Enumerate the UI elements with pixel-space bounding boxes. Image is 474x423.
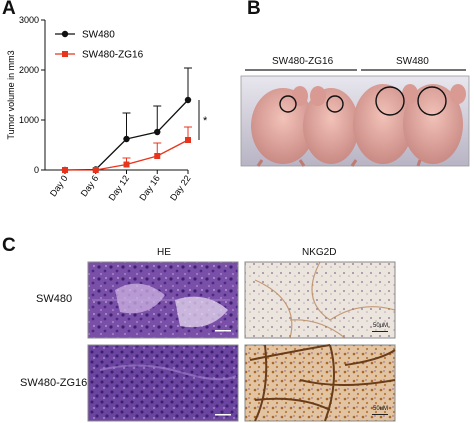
tumor-circle [417,86,447,116]
data-point [123,135,130,143]
y-tick-label: 2000 [19,65,39,75]
group-label-sw480: SW480 [396,56,429,67]
data-point [154,128,161,136]
x-tick-label: Day 22 [168,173,193,202]
tumor-circle [375,86,405,116]
y-tick-label: 1000 [19,115,39,125]
tumor-circle [326,95,344,113]
row-label-sw480-zg16: SW480-ZG16 [20,377,88,389]
legend-label: SW480 [82,30,115,41]
data-point [62,167,68,173]
nkg2d-sw480-zg16-image [244,344,396,422]
column-label-he: HE [157,247,171,258]
row-label-sw480: SW480 [36,293,73,305]
x-tick-label: Day 16 [137,173,162,202]
data-point [92,167,99,173]
tumor-volume-chart: 0 1000 2000 3000 Tumor volume in mm3 Day 0 Day… [6,15,208,203]
legend-label: SW480-ZG16 [82,50,144,61]
y-axis-label: Tumor volume in mm3 [6,50,16,139]
legend-marker [61,30,69,38]
scale-bar-label: 50uM [373,406,389,412]
y-tick-label: 3000 [19,15,39,25]
group-label-zg16: SW480-ZG16 [272,56,334,67]
x-tick-label: Day 0 [48,173,70,198]
x-tick-label: Day 6 [79,173,101,198]
data-point [185,137,191,143]
panel-label-c: C [2,235,16,256]
data-point [184,96,192,104]
data-point [154,153,161,159]
x-tick-label: Day 12 [107,173,132,202]
y-tick-label: 0 [34,165,39,175]
tumor-circle [279,95,297,113]
he-sw480-image [87,261,239,339]
column-label-nkg2d: NKG2D [302,247,337,258]
scale-bar-label: 50uM [373,323,389,329]
panel-label-a: A [2,0,16,19]
legend-marker [62,51,68,57]
he-sw480-zg16-image [87,344,239,422]
mouse-photo [240,75,470,167]
significance-star: * [203,115,208,127]
data-point [123,161,130,168]
nkg2d-sw480-image [244,261,396,339]
panel-label-b: B [247,0,261,19]
